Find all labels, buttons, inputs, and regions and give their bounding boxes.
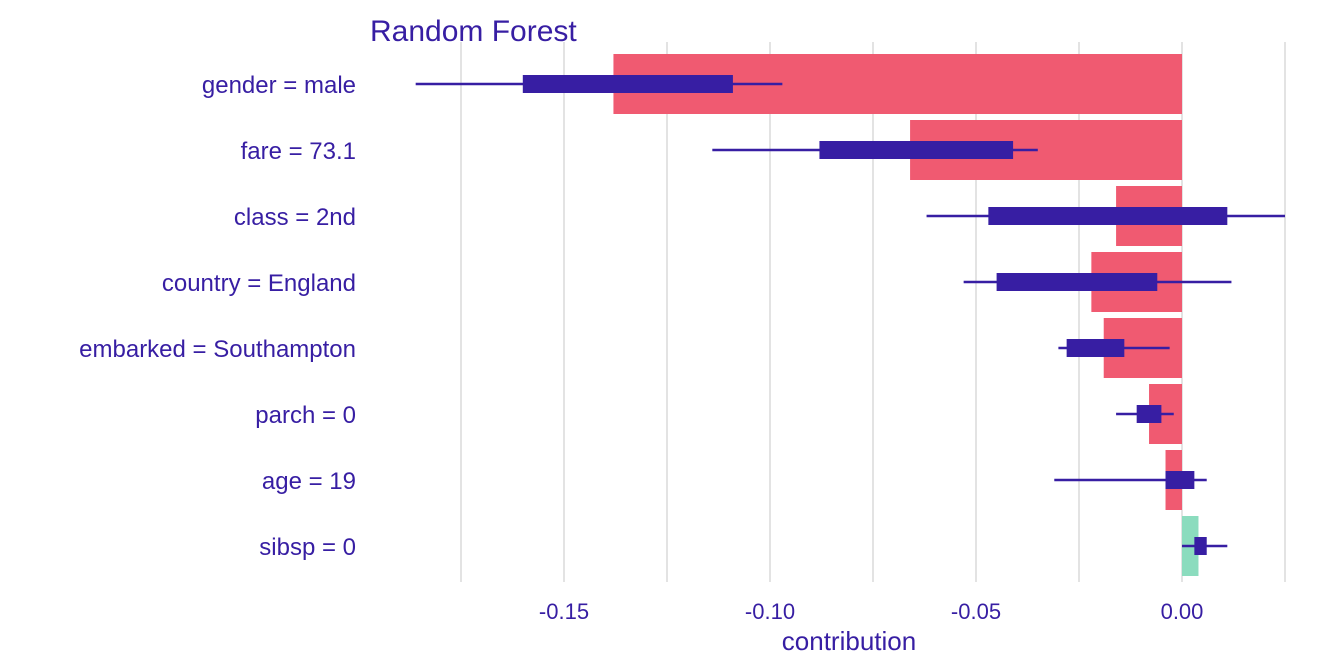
variable-label: age = 19 [262,468,356,495]
variable-label: embarked = Southampton [79,336,356,363]
chart-title: Random Forest [370,15,577,48]
boxplot-box [1165,471,1195,489]
x-axis-ticks: -0.15 -0.10 -0.05 0.00 [539,599,1203,624]
boxplot-box [522,75,733,93]
x-tick-label: 0.00 [1161,599,1204,624]
x-axis-label: contribution [782,626,916,656]
boxplot-box [988,207,1228,225]
variable-label: country = England [162,270,356,297]
boxplot-box [996,273,1158,291]
variable-label: gender = male [202,72,356,99]
boxplot-box [1136,405,1162,423]
variable-label: fare = 73.1 [241,138,356,165]
contribution-bars [613,54,1199,576]
boxplot-box [1066,339,1125,357]
variable-label: class = 2nd [234,204,356,231]
x-tick-label: -0.10 [745,599,795,624]
boxplot-box [1194,537,1207,555]
variable-label: parch = 0 [255,402,356,429]
boxplot-box [819,141,1014,159]
x-tick-label: -0.15 [539,599,589,624]
variable-label: sibsp = 0 [259,534,356,561]
x-tick-label: -0.05 [951,599,1001,624]
variable-labels: gender = male fare = 73.1 class = 2nd count… [79,72,356,561]
boxplots [415,75,1285,555]
